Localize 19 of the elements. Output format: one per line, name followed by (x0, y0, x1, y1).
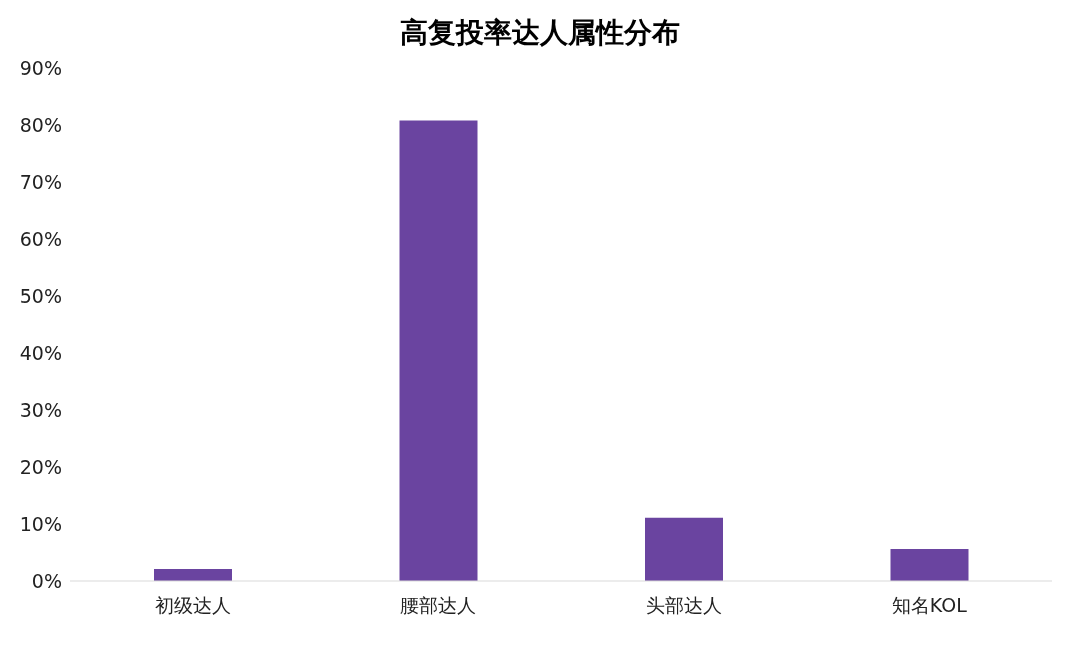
bar (890, 549, 969, 581)
y-tick-label: 40% (19, 341, 62, 364)
y-tick-label: 50% (19, 284, 62, 307)
y-tick-label: 90% (19, 56, 62, 79)
x-tick-label: 腰部达人 (400, 594, 477, 617)
bar (154, 569, 232, 581)
y-tick-label: 20% (19, 455, 62, 478)
bar (645, 517, 723, 581)
y-tick-label: 70% (19, 170, 62, 193)
bar (399, 120, 478, 581)
x-tick-label: 知名KOL (891, 594, 968, 617)
x-tick-label: 初级达人 (154, 594, 231, 617)
chart-title: 高复投率达人属性分布 (399, 15, 681, 51)
y-tick-label: 80% (19, 113, 62, 136)
x-tick-label: 头部达人 (645, 594, 722, 617)
y-tick-label: 60% (19, 227, 62, 250)
y-tick-label: 0% (31, 569, 62, 592)
y-tick-label: 30% (19, 398, 62, 421)
y-tick-label: 10% (19, 512, 62, 535)
